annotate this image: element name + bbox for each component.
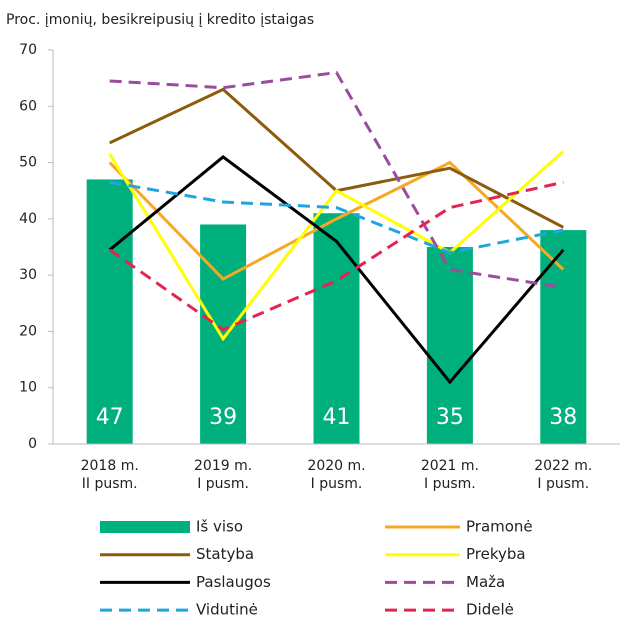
legend-label: Prekyba — [466, 545, 526, 563]
x-tick-label: I pusm. — [197, 476, 249, 492]
y-tick-label: 70 — [19, 42, 37, 58]
y-tick-label: 60 — [19, 98, 37, 114]
x-tick-label: I pusm. — [424, 476, 476, 492]
bar-value-label: 41 — [323, 405, 351, 430]
bar — [86, 179, 133, 444]
legend-label: Paslaugos — [196, 573, 271, 591]
legend-label: Didelė — [466, 601, 514, 619]
x-tick-label: 2021 m. — [421, 458, 479, 474]
legend-label: Iš viso — [196, 518, 243, 536]
y-tick-label: 20 — [19, 323, 37, 339]
x-tick-label: I pusm. — [537, 476, 589, 492]
legend-swatch — [100, 521, 190, 533]
bar-value-label: 39 — [209, 405, 237, 430]
line-series — [109, 180, 564, 255]
x-tick-label: 2020 m. — [307, 458, 365, 474]
y-tick-label: 30 — [19, 267, 37, 283]
y-tick-label: 40 — [19, 211, 37, 227]
y-tick-label: 10 — [19, 380, 37, 396]
legend-label: Statyba — [196, 545, 254, 563]
bar-value-label: 47 — [96, 405, 124, 430]
x-tick-label: 2018 m. — [81, 458, 139, 474]
legend-label: Vidutinė — [196, 601, 258, 619]
x-tick-label: 2022 m. — [534, 458, 592, 474]
line-series — [108, 160, 565, 281]
y-tick-label: 0 — [28, 436, 37, 452]
x-tick-label: 2019 m. — [194, 458, 252, 474]
bar — [200, 224, 247, 444]
line-series — [109, 70, 564, 290]
x-tick-label: I pusm. — [311, 476, 363, 492]
legend-label: Maža — [466, 573, 505, 591]
bar — [426, 247, 473, 444]
bar-value-label: 38 — [549, 405, 577, 430]
x-tick-label: II pusm. — [82, 476, 138, 492]
line-series — [108, 155, 565, 385]
legend-label: Pramonė — [466, 518, 533, 536]
y-axis-label: Proc. įmonių, besikreipusių į kredito įs… — [6, 12, 314, 28]
bar-value-label: 35 — [436, 405, 464, 430]
y-tick-label: 50 — [19, 155, 37, 171]
bar — [313, 213, 360, 444]
line-series — [108, 150, 565, 342]
